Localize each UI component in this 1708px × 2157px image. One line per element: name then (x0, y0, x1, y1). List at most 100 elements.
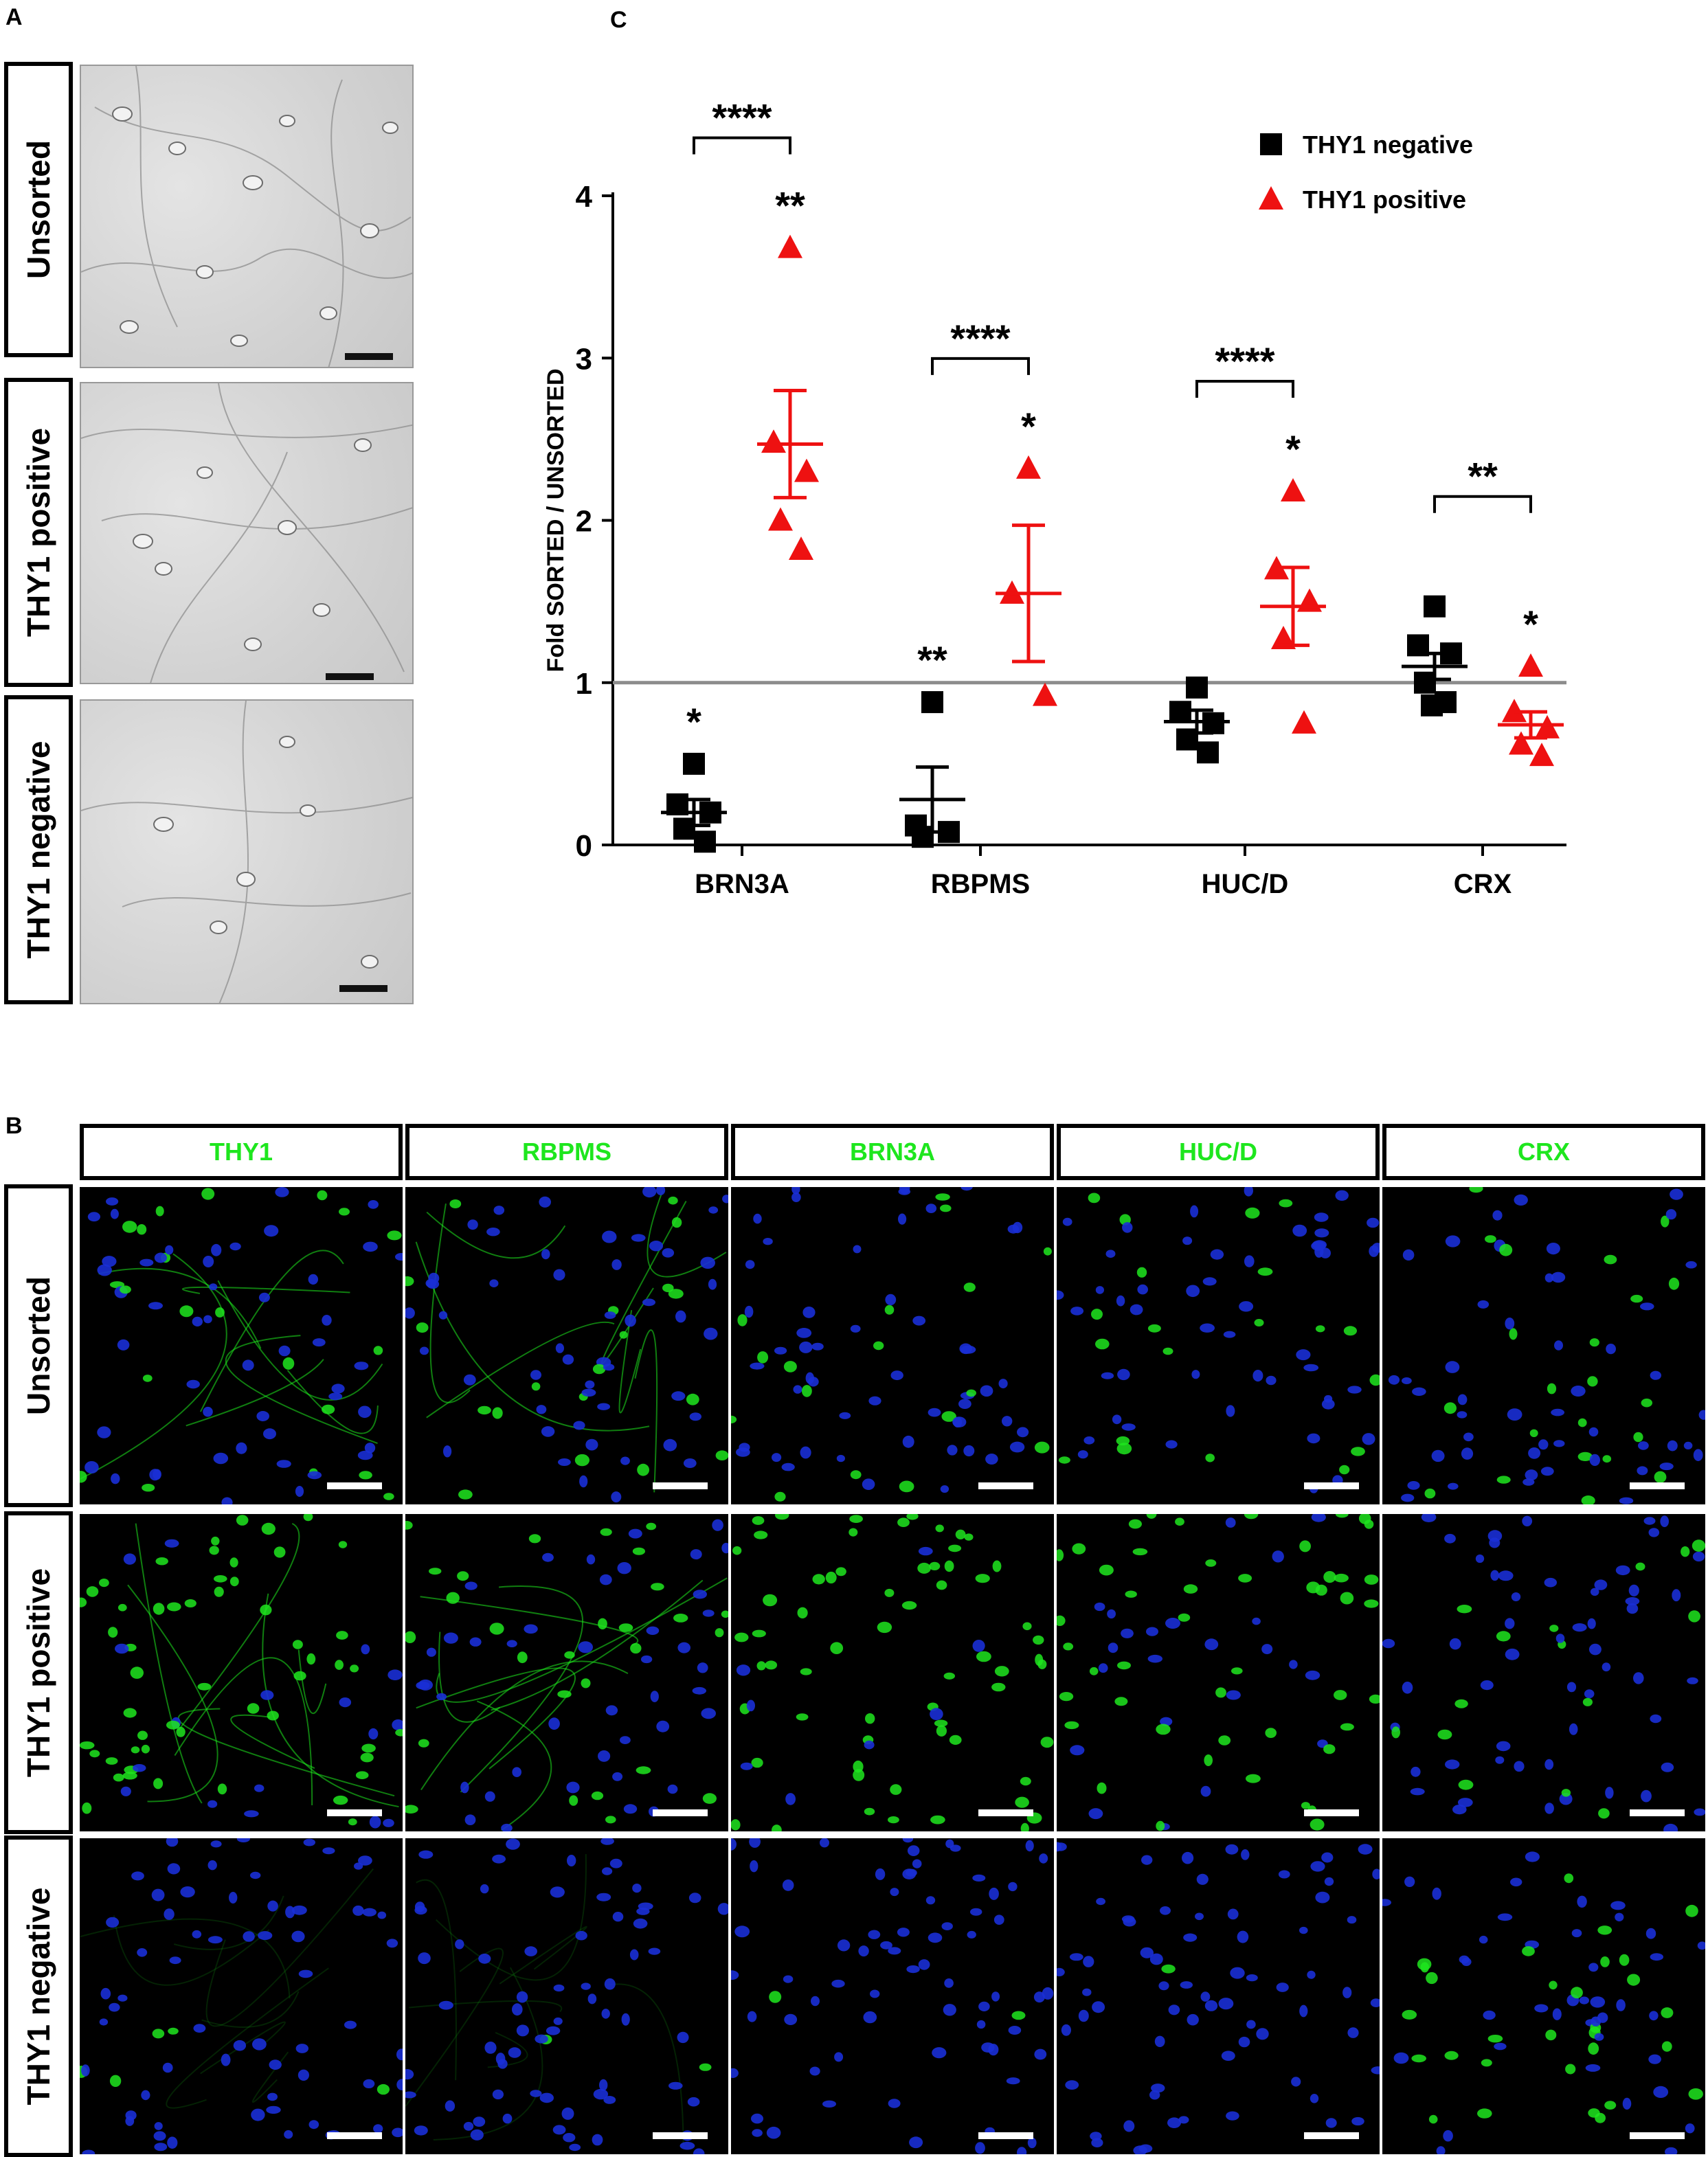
fluorescence-image (405, 1514, 728, 1831)
y-axis-label: Fold SORTED / UNSORTED (543, 369, 569, 673)
fluorescence-image (1382, 1838, 1705, 2154)
fluorescence-image (1057, 1514, 1380, 1831)
scale-bar (653, 1809, 708, 1816)
data-point-positive (789, 537, 813, 561)
scale-bar (327, 1809, 382, 1816)
fluorescence-image (1057, 1838, 1380, 2154)
data-point-negative (694, 831, 716, 853)
fluorescence-image (80, 1838, 403, 2154)
data-point-positive (1297, 588, 1322, 612)
scale-bar (978, 2132, 1033, 2139)
legend-label: THY1 positive (1303, 185, 1466, 214)
data-point-negative (673, 817, 695, 840)
cell-field (731, 1187, 1052, 1502)
cell-field (1057, 1514, 1380, 1831)
panel-a-row-label-thy1-positive: THY1 positive (4, 378, 73, 687)
fluorescence-image (731, 1187, 1054, 1504)
panel-b-column-header: HUC/D (1057, 1124, 1380, 1180)
scale-bar (1630, 1809, 1685, 1816)
fluorescence-image (731, 1838, 1054, 2154)
data-point-positive (1518, 653, 1543, 677)
cell-field (1388, 1187, 1705, 1504)
panel-a-letter: A (5, 4, 23, 30)
panel-a-row-label-text: THY1 positive (21, 427, 56, 637)
legend-label: THY1 negative (1303, 131, 1473, 159)
fluorescence-image (80, 1187, 403, 1504)
comparison-bracket (931, 357, 1030, 375)
scale-bar (653, 2132, 708, 2139)
fluorescence-image (405, 1838, 728, 2154)
comparison-label: **** (1215, 339, 1274, 383)
scale-bar (1630, 2132, 1685, 2139)
data-point-negative (683, 752, 705, 775)
panel-b-row-header: THY1 positive (4, 1511, 73, 1834)
panel-a-row-label-text: Unsorted (21, 140, 56, 279)
comparison-label: **** (950, 317, 1010, 360)
significance-label: * (1021, 405, 1036, 448)
cell-field (80, 1838, 403, 2154)
data-point-positive (778, 234, 802, 258)
data-point-positive (1292, 710, 1316, 734)
comparison-bracket (693, 136, 791, 155)
scale-bar (978, 1809, 1033, 1816)
scale-bar (327, 1482, 382, 1489)
significance-label: * (1523, 602, 1538, 646)
panel-b-column-header: CRX (1382, 1124, 1705, 1180)
cell-texture (81, 383, 412, 683)
comparison-bracket (1433, 495, 1532, 513)
panel-b-column-header: THY1 (80, 1124, 403, 1180)
panel-a-row-label-unsorted: Unsorted (4, 62, 73, 357)
significance-label: ** (917, 638, 947, 681)
cell-field (1057, 1187, 1380, 1493)
data-point-positive (1509, 731, 1533, 755)
panel-b-row-header-text: THY1 positive (21, 1568, 56, 1778)
y-tick-label: 4 (576, 180, 593, 214)
y-tick-label: 1 (576, 667, 592, 701)
panel-a-micrograph-thy1-negative (80, 699, 414, 1004)
data-point-negative (1186, 676, 1208, 699)
data-point-positive (1033, 682, 1057, 706)
panel-a-micrograph-unsorted (80, 65, 414, 368)
data-point-positive (1281, 477, 1305, 501)
significance-label: * (686, 700, 701, 743)
panel-b-row-header-text: Unsorted (21, 1276, 56, 1415)
data-point-negative (921, 691, 943, 714)
data-point-negative (912, 826, 934, 848)
data-point-negative (1197, 741, 1219, 764)
x-tick-label: RBPMS (931, 869, 1030, 899)
cell-field (731, 1838, 1054, 2154)
significance-label: * (1285, 427, 1301, 471)
cell-field (731, 1514, 1054, 1831)
scale-bar (1304, 1482, 1359, 1489)
fold-change-chart: 0 1 2 3 4 Fold SORTED / UNSORTED BRN3A RBPMS HUC… (543, 96, 1566, 899)
fluorescence-image (1057, 1187, 1380, 1504)
y-tick-label: 0 (576, 829, 592, 863)
cell-field (405, 1519, 728, 1831)
scale-bar (339, 985, 387, 992)
comparison-label: ** (1468, 455, 1498, 498)
scale-bar (1304, 1809, 1359, 1816)
panel-a-micrograph-thy1-positive (80, 382, 414, 684)
data-point-positive (1271, 625, 1296, 649)
comparison-bracket (1195, 379, 1294, 398)
data-point-positive (1535, 714, 1560, 738)
scale-bar (978, 1482, 1033, 1489)
legend-marker-positive (1259, 186, 1283, 210)
cell-field (1382, 1514, 1705, 1831)
data-point-positive (761, 429, 786, 453)
legend-marker-negative (1260, 133, 1282, 155)
panel-a-row-label-thy1-negative: THY1 negative (4, 695, 73, 1004)
cell-field (1057, 1842, 1380, 2154)
panel-b-row-header: Unsorted (4, 1184, 73, 1507)
fluorescence-image (80, 1514, 403, 1831)
panel-b-letter: B (5, 1113, 23, 1139)
fluorescence-image (1382, 1187, 1705, 1504)
scale-bar (653, 1482, 708, 1489)
panel-b-row-header: THY1 negative (4, 1836, 73, 2157)
cell-texture (81, 66, 412, 367)
cell-field (80, 1187, 403, 1504)
panel-b-column-header: RBPMS (405, 1124, 728, 1180)
scale-bar (326, 673, 374, 680)
cell-texture (81, 701, 412, 1003)
data-point-positive (1016, 455, 1041, 479)
